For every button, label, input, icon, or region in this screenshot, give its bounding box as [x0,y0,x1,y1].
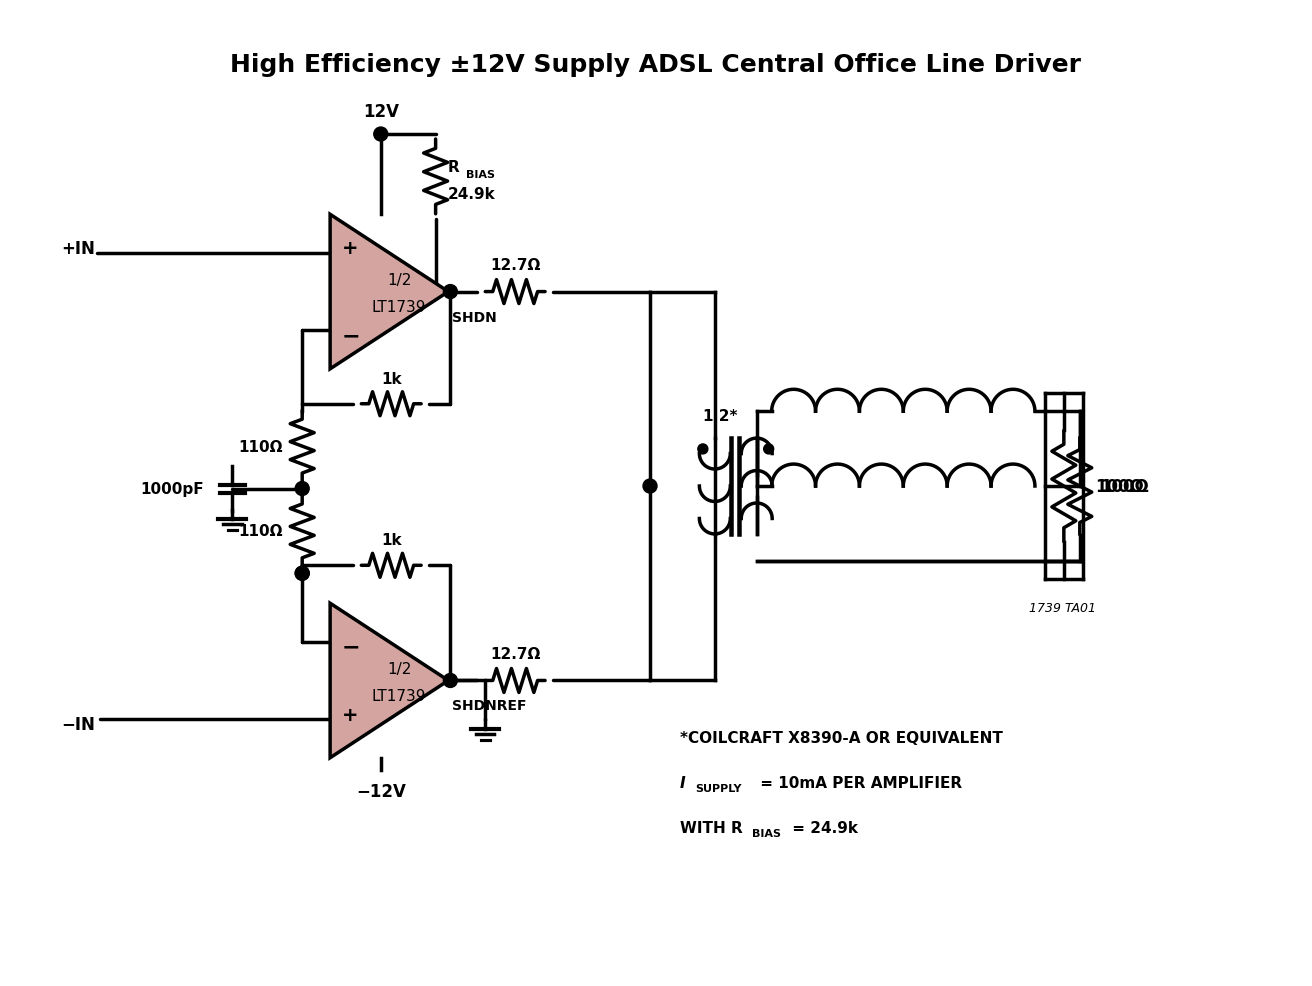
Text: High Efficiency ±12V Supply ADSL Central Office Line Driver: High Efficiency ±12V Supply ADSL Central… [231,53,1081,77]
Circle shape [443,673,458,688]
Text: 1739 TA01: 1739 TA01 [1030,601,1097,614]
Text: 12V: 12V [363,103,399,121]
Text: 12.7Ω: 12.7Ω [489,257,541,272]
Text: −: − [342,637,361,657]
Circle shape [374,128,388,142]
Polygon shape [331,603,449,758]
Text: R: R [447,160,459,175]
Text: +IN: +IN [62,240,96,257]
Text: 100Ω: 100Ω [1099,477,1148,496]
Text: SUPPLY: SUPPLY [695,784,741,794]
Circle shape [295,567,310,581]
Text: LT1739: LT1739 [373,688,426,703]
Text: +: + [342,240,358,258]
Text: −: − [342,325,361,346]
Text: −IN: −IN [62,716,96,734]
Text: 1/2: 1/2 [387,662,412,676]
Text: WITH R: WITH R [680,820,743,835]
Circle shape [698,445,708,455]
Text: 12.7Ω: 12.7Ω [489,646,541,661]
Text: 100Ω: 100Ω [1094,477,1144,496]
Text: 1k: 1k [380,532,401,548]
Text: = 10mA PER AMPLIFIER: = 10mA PER AMPLIFIER [754,775,962,791]
Text: 110Ω: 110Ω [237,439,282,455]
Text: = 24.9k: = 24.9k [787,820,858,835]
Circle shape [295,567,310,581]
Text: 1:2*: 1:2* [702,409,737,424]
Text: *COILCRAFT X8390-A OR EQUIVALENT: *COILCRAFT X8390-A OR EQUIVALENT [680,731,1002,745]
Polygon shape [331,215,449,370]
Text: 1/2: 1/2 [387,273,412,288]
Circle shape [295,482,310,496]
Text: I: I [680,775,686,791]
Text: +: + [342,705,358,724]
Text: −12V: −12V [356,782,405,800]
Text: BIAS: BIAS [752,828,781,838]
Text: 24.9k: 24.9k [447,186,496,202]
Text: BIAS: BIAS [466,171,495,180]
Text: 1000pF: 1000pF [140,481,205,497]
Text: SHDN: SHDN [453,311,497,324]
Circle shape [643,479,657,494]
Text: 110Ω: 110Ω [237,524,282,538]
Circle shape [764,445,774,455]
Circle shape [443,285,458,299]
Text: LT1739: LT1739 [373,300,426,315]
Text: SHDNREF: SHDNREF [453,699,527,713]
Text: 1k: 1k [380,372,401,387]
